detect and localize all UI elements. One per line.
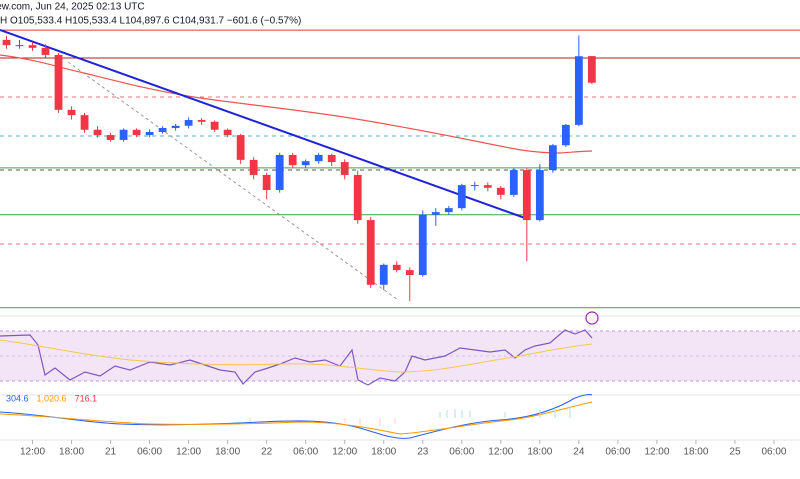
candle-body (366, 220, 375, 285)
dotted-trend-line (67, 61, 399, 301)
x-tick-label: 12:00 (176, 447, 201, 458)
moving-average (0, 54, 593, 154)
x-tick-label: 06:00 (137, 447, 162, 458)
candle-body (106, 135, 115, 140)
candle-body (171, 125, 180, 128)
candle-body (457, 185, 466, 209)
candle-body (379, 264, 388, 285)
candle-body (522, 170, 531, 221)
macd-labels: 304.6 1,020.6 716.1 (6, 393, 97, 403)
candle-body (548, 145, 557, 171)
candle-body (184, 120, 193, 126)
candle-body (574, 56, 583, 125)
trend-line (0, 29, 526, 219)
candle-body (15, 45, 24, 47)
candle-body (418, 214, 427, 276)
x-tick-label: 23 (417, 447, 429, 458)
candle-body (431, 212, 440, 215)
candle-body (210, 121, 219, 130)
x-tick-label: 24 (573, 447, 585, 458)
candle-body (93, 129, 102, 136)
x-tick-label: 22 (261, 447, 273, 458)
macd-value: 1,020.6 (37, 393, 67, 403)
x-tick-label: 18:00 (683, 447, 708, 458)
candle-body (223, 129, 232, 136)
candle-body (80, 115, 89, 130)
candle-body (249, 159, 258, 175)
candle-body (327, 155, 336, 163)
candle-body (470, 185, 479, 187)
candle-body (405, 270, 414, 276)
candle-body (41, 47, 50, 55)
rsi-line (0, 329, 593, 386)
candle-body (158, 127, 167, 132)
candle-body (509, 170, 518, 195)
x-tick-label: 21 (105, 447, 117, 458)
chart-title: iew.com, Jun 24, 2025 02:13 UTC (0, 2, 145, 13)
candle-body (145, 131, 154, 136)
candle-body (353, 174, 362, 221)
x-tick-label: 25 (729, 447, 741, 458)
candle-body (314, 155, 323, 162)
rsi-ma (0, 339, 593, 373)
x-tick-label: 06:00 (761, 447, 786, 458)
symbol: H (0, 16, 7, 27)
x-tick-label: 06:00 (293, 447, 318, 458)
candle-body (236, 135, 245, 160)
candle-body (119, 129, 128, 140)
candle-body (392, 264, 401, 271)
candle-body (2, 39, 11, 46)
candle-body (28, 45, 37, 48)
candle-body (132, 129, 141, 136)
x-tick-label: 12:00 (488, 447, 513, 458)
candle-body (262, 174, 271, 190)
x-tick-label: 18:00 (371, 447, 396, 458)
candle-body (561, 124, 570, 146)
candle-body (587, 56, 596, 83)
candle-body (301, 161, 310, 166)
ohlc-text: O105,533.4 H105,533.4 L104,897.6 C104,93… (10, 16, 301, 27)
levels (0, 29, 800, 309)
macd-histogram (439, 406, 571, 418)
x-tick-label: 18:00 (527, 447, 552, 458)
candle-body (483, 185, 492, 188)
x-tick-label: 18:00 (59, 447, 84, 458)
candles (2, 35, 596, 302)
x-tick-label: 06:00 (449, 447, 474, 458)
x-tick-label: 12:00 (20, 447, 45, 458)
x-tick-label: 06:00 (605, 447, 630, 458)
candle-body (197, 120, 206, 122)
candle-body (535, 170, 544, 221)
candle-body (496, 187, 505, 195)
candle-body (54, 54, 63, 110)
candle-body (444, 208, 453, 213)
x-tick-label: 12:00 (644, 447, 669, 458)
candle-body (67, 109, 76, 116)
candle-body (340, 162, 349, 175)
x-tick-label: 18:00 (215, 447, 240, 458)
candle-body (288, 155, 297, 166)
x-axis: 12:00 18:00 21 06:00 12:00 18:00 22 06:00 12:00 1… (20, 440, 787, 458)
signal-line (0, 401, 593, 435)
macd-value: 304.6 (6, 393, 29, 403)
macd-value: 716.1 (75, 393, 98, 403)
candle-body (275, 155, 284, 190)
macd-histogram-negative (249, 418, 396, 426)
x-tick-label: 12:00 (332, 447, 357, 458)
alert-icon (585, 311, 599, 325)
